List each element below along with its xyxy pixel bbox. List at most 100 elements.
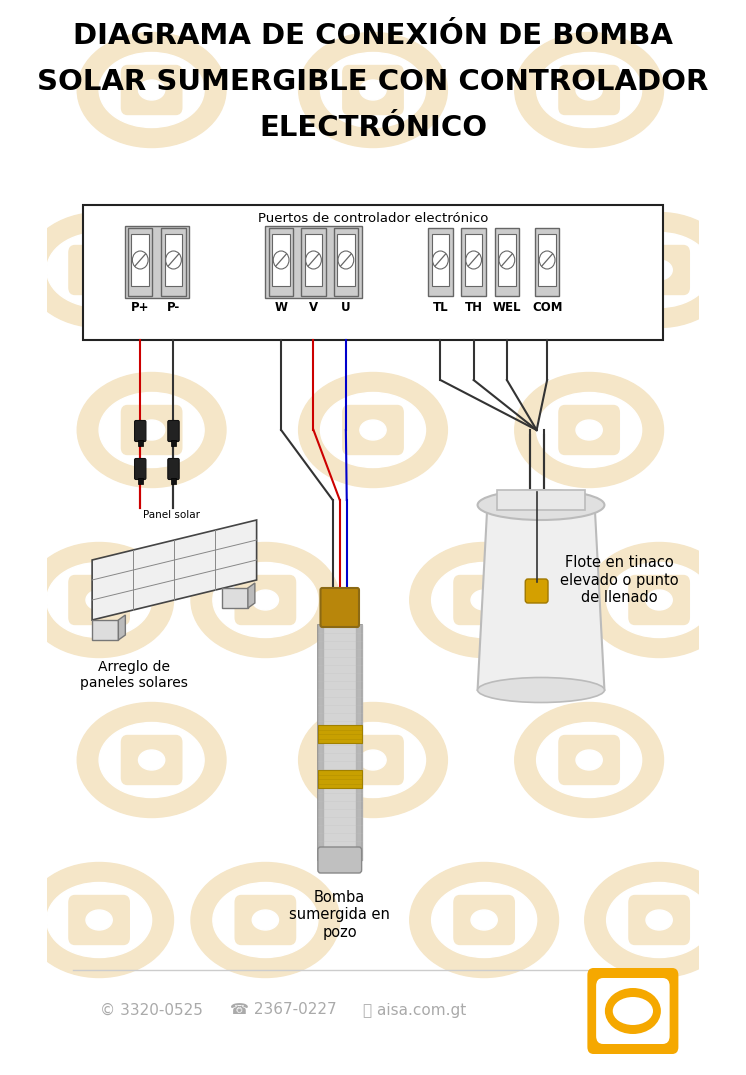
FancyBboxPatch shape	[122, 735, 182, 785]
Ellipse shape	[46, 232, 151, 307]
Ellipse shape	[46, 562, 151, 637]
Ellipse shape	[360, 420, 386, 440]
FancyBboxPatch shape	[235, 245, 295, 295]
Bar	[171, 478, 176, 484]
Ellipse shape	[536, 53, 642, 128]
Text: SOLAR SUMERGIBLE CON CONTROLADOR: SOLAR SUMERGIBLE CON CONTROLADOR	[37, 68, 709, 96]
FancyBboxPatch shape	[559, 66, 619, 115]
Ellipse shape	[86, 590, 112, 610]
FancyBboxPatch shape	[596, 978, 670, 1044]
Bar	[131, 234, 149, 286]
Text: V: V	[309, 301, 318, 314]
Bar	[128, 228, 152, 296]
Ellipse shape	[585, 213, 733, 328]
Ellipse shape	[585, 543, 733, 658]
Ellipse shape	[360, 750, 386, 770]
Ellipse shape	[78, 702, 226, 817]
Ellipse shape	[252, 911, 278, 930]
Ellipse shape	[360, 80, 386, 100]
Ellipse shape	[432, 883, 536, 958]
FancyBboxPatch shape	[318, 847, 362, 873]
Bar	[84, 205, 662, 340]
Bar	[161, 228, 186, 296]
Bar	[432, 234, 449, 286]
FancyBboxPatch shape	[122, 405, 182, 455]
FancyBboxPatch shape	[343, 735, 403, 785]
Polygon shape	[248, 583, 255, 608]
Circle shape	[166, 250, 181, 269]
Ellipse shape	[298, 32, 448, 147]
Ellipse shape	[86, 260, 112, 280]
FancyBboxPatch shape	[629, 895, 689, 945]
Ellipse shape	[86, 911, 112, 930]
FancyBboxPatch shape	[454, 575, 514, 625]
Ellipse shape	[191, 213, 339, 328]
Polygon shape	[92, 520, 257, 620]
FancyBboxPatch shape	[168, 420, 179, 442]
Text: ☎ 2367-0227: ☎ 2367-0227	[230, 1003, 336, 1018]
Ellipse shape	[298, 702, 448, 817]
Text: Puertos de controlador electrónico: Puertos de controlador electrónico	[258, 212, 488, 225]
Text: Panel solar: Panel solar	[143, 510, 200, 520]
Bar	[125, 226, 189, 298]
FancyBboxPatch shape	[235, 895, 295, 945]
Bar	[465, 234, 483, 286]
Bar	[266, 226, 362, 298]
FancyBboxPatch shape	[134, 459, 146, 479]
Text: P-: P-	[167, 301, 180, 314]
Ellipse shape	[213, 562, 318, 637]
Bar	[498, 234, 515, 286]
Bar	[269, 228, 293, 296]
Text: Arreglo de
paneles solares: Arreglo de paneles solares	[80, 660, 188, 690]
Circle shape	[338, 250, 354, 269]
Ellipse shape	[191, 543, 339, 658]
Ellipse shape	[410, 543, 559, 658]
FancyBboxPatch shape	[559, 735, 619, 785]
Ellipse shape	[213, 232, 318, 307]
Ellipse shape	[606, 232, 712, 307]
Text: DIAGRAMA DE CONEXIÓN DE BOMBA: DIAGRAMA DE CONEXIÓN DE BOMBA	[73, 22, 673, 51]
FancyBboxPatch shape	[629, 575, 689, 625]
Bar	[301, 228, 326, 296]
FancyBboxPatch shape	[343, 405, 403, 455]
Ellipse shape	[606, 883, 712, 958]
Ellipse shape	[576, 420, 602, 440]
Ellipse shape	[536, 722, 642, 798]
FancyBboxPatch shape	[525, 579, 548, 603]
Bar	[497, 490, 586, 510]
Circle shape	[466, 250, 481, 269]
Ellipse shape	[25, 543, 174, 658]
Circle shape	[273, 250, 289, 269]
Ellipse shape	[432, 562, 536, 637]
Bar	[222, 588, 248, 608]
Ellipse shape	[139, 750, 165, 770]
Ellipse shape	[252, 590, 278, 610]
Bar	[137, 478, 143, 484]
Ellipse shape	[321, 392, 425, 468]
FancyBboxPatch shape	[321, 588, 359, 627]
Text: WEL: WEL	[492, 301, 521, 314]
Ellipse shape	[321, 722, 425, 798]
FancyBboxPatch shape	[559, 405, 619, 455]
Bar	[333, 228, 358, 296]
Ellipse shape	[99, 53, 204, 128]
Ellipse shape	[139, 420, 165, 440]
Text: ELECTRÓNICO: ELECTRÓNICO	[259, 114, 487, 142]
FancyBboxPatch shape	[587, 968, 678, 1054]
Bar	[165, 234, 182, 286]
Ellipse shape	[536, 392, 642, 468]
Bar	[428, 228, 453, 296]
Ellipse shape	[471, 911, 498, 930]
Text: P+: P+	[131, 301, 149, 314]
Text: Flote en tinaco
elevado o punto
de llenado: Flote en tinaco elevado o punto de llena…	[560, 555, 679, 605]
Ellipse shape	[515, 32, 663, 147]
Ellipse shape	[78, 32, 226, 147]
FancyBboxPatch shape	[629, 245, 689, 295]
Ellipse shape	[477, 677, 604, 702]
Circle shape	[132, 250, 148, 269]
Ellipse shape	[252, 260, 278, 280]
Ellipse shape	[646, 911, 672, 930]
Bar	[305, 234, 322, 286]
Circle shape	[306, 250, 322, 269]
Ellipse shape	[191, 862, 339, 977]
